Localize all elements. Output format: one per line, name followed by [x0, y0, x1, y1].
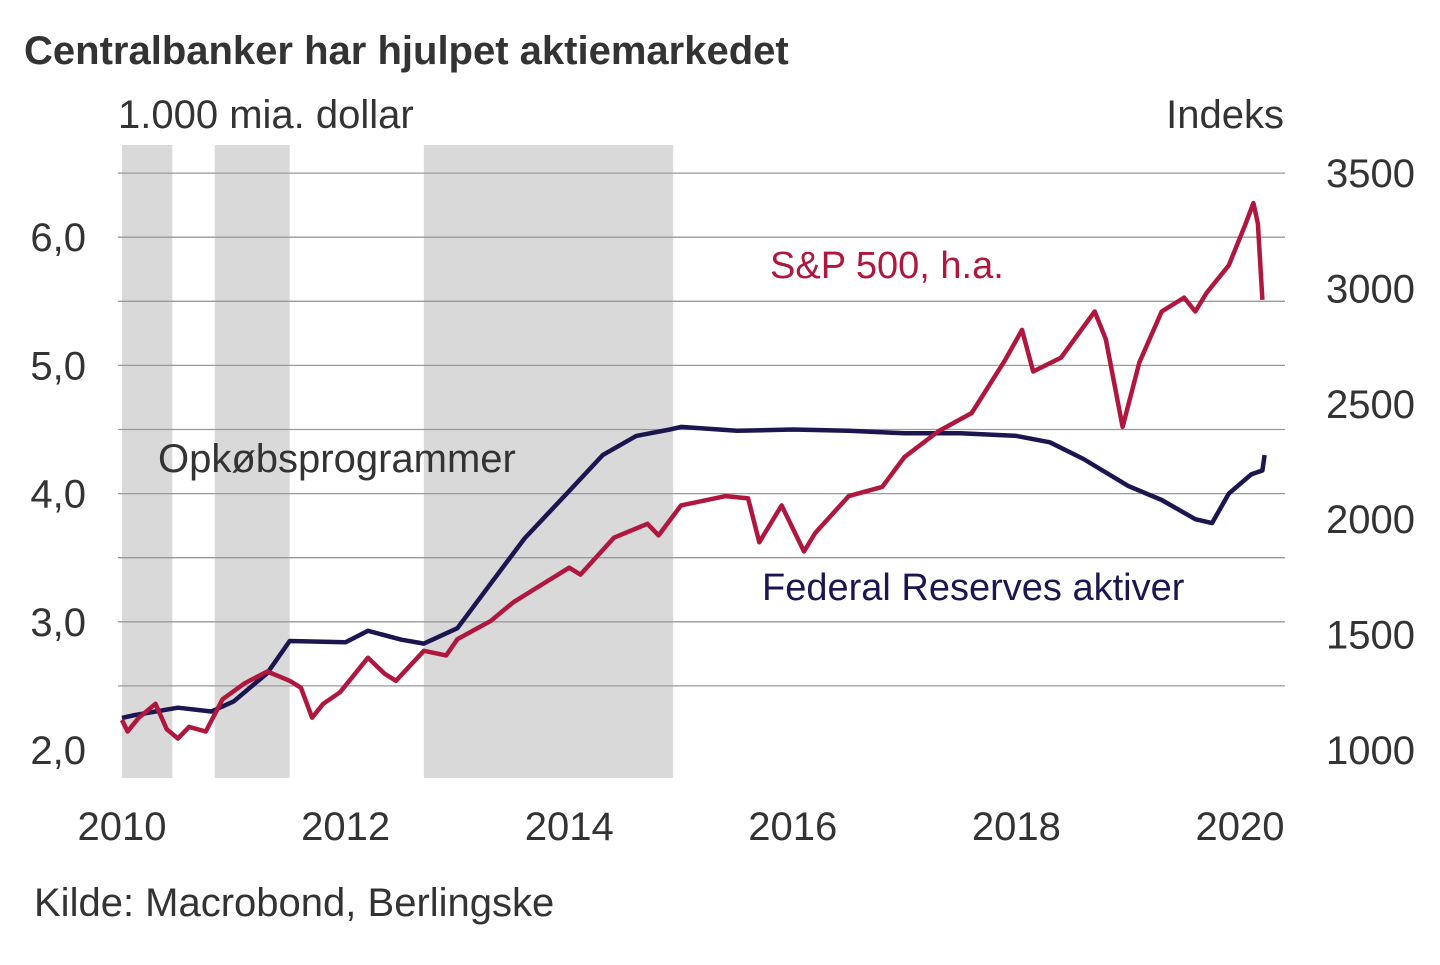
series-line-sp500	[119, 200, 1265, 741]
left-axis-label: 1.000 mia. dollar	[118, 93, 414, 137]
y-left-tick-label: 2,0	[30, 729, 86, 773]
y-right-tick-label: 3000	[1326, 267, 1415, 311]
x-tick-label: 2010	[78, 805, 167, 849]
series-lines	[119, 200, 1267, 741]
x-tick-label: 2020	[1196, 805, 1285, 849]
y-right-tick-label: 1000	[1326, 729, 1415, 773]
x-tick-label: 2018	[972, 805, 1061, 849]
chart-title: Centralbanker har hjulpet aktiemarkedet	[24, 29, 789, 73]
sp500-label: S&P 500, h.a.	[770, 245, 1004, 287]
right-axis-label: Indeks	[1166, 93, 1284, 137]
y-left-tick-label: 4,0	[30, 473, 86, 517]
series-line-fed-assets	[121, 424, 1267, 721]
source-note: Kilde: Macrobond, Berlingske	[34, 881, 554, 925]
shaded-periods	[122, 145, 674, 778]
y-right-tick-label: 3500	[1326, 152, 1415, 196]
shaded-period	[214, 145, 290, 778]
tick-labels: 6,0 5,0 4,0 3,0 2,0 3500 3000 2500 2000 1500 1000 2…	[30, 152, 1415, 849]
x-tick-label: 2016	[748, 805, 837, 849]
x-tick-label: 2014	[525, 805, 614, 849]
y-left-tick-label: 5,0	[30, 344, 86, 388]
y-right-tick-label: 1500	[1326, 614, 1415, 658]
shaded-period	[122, 145, 173, 778]
y-right-tick-label: 2000	[1326, 498, 1415, 542]
fed-label: Federal Reserves aktiver	[762, 567, 1185, 609]
shaded-label: Opkøbsprogrammer	[158, 437, 516, 481]
shaded-period	[423, 145, 674, 778]
x-tick-label: 2012	[301, 805, 390, 849]
y-left-tick-label: 3,0	[30, 601, 86, 645]
y-right-tick-label: 2500	[1326, 383, 1415, 427]
y-left-tick-label: 6,0	[30, 216, 86, 260]
